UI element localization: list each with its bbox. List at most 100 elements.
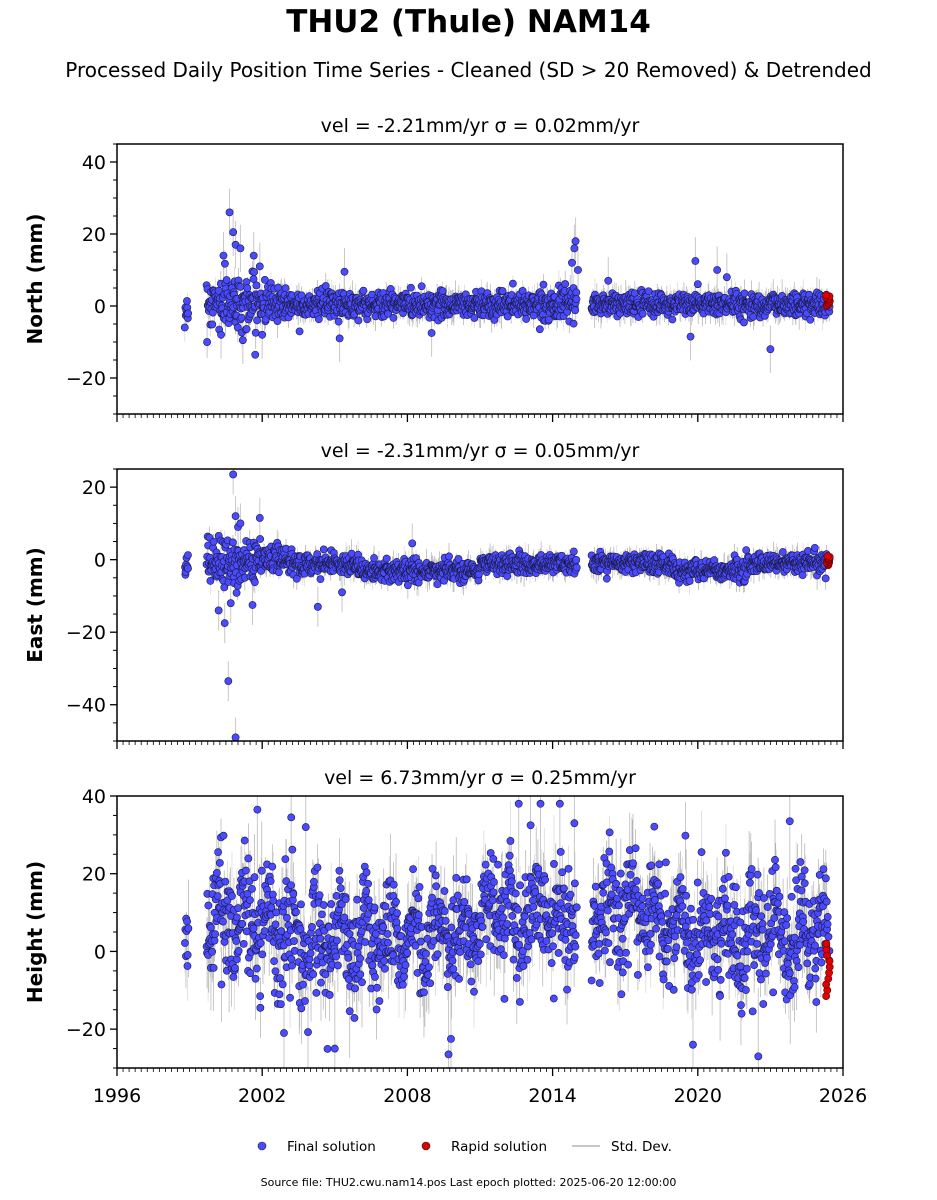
y-tick-label: 40 (82, 152, 106, 174)
data-point (231, 512, 240, 521)
data-point (740, 289, 749, 298)
y-axis-label: Height (mm) (23, 861, 47, 1003)
data-point (229, 228, 238, 237)
data-point (250, 578, 259, 587)
data-point (498, 287, 507, 295)
data-point (644, 287, 653, 296)
data-point (313, 602, 322, 611)
data-point (438, 287, 447, 295)
data-point (407, 283, 415, 292)
data-point (334, 317, 343, 326)
data-point (236, 519, 245, 528)
data-point (251, 350, 260, 359)
data-point (292, 574, 301, 583)
data-point (403, 581, 412, 590)
y-tick-label: −40 (66, 695, 106, 717)
final-solution-series (180, 208, 834, 359)
data-point (433, 580, 442, 589)
data-point (224, 677, 233, 686)
data-point (693, 280, 702, 289)
data-point (242, 325, 251, 333)
data-point (255, 514, 264, 522)
data-point (236, 282, 245, 291)
data-point (778, 548, 787, 556)
data-point (214, 606, 223, 615)
panel-title: vel = 6.73mm/yr σ = 0.25mm/yr (324, 767, 636, 789)
data-point (370, 554, 378, 562)
data-point (572, 563, 581, 572)
y-tick-label: 0 (94, 550, 106, 572)
rapid-point (823, 552, 832, 560)
data-point (229, 538, 237, 547)
data-point (226, 599, 235, 608)
data-point (503, 312, 512, 321)
rapid-solution-series (823, 552, 834, 570)
data-point (742, 546, 751, 555)
data-point (572, 555, 581, 564)
data-point (354, 316, 363, 325)
data-point (602, 574, 611, 583)
data-point (220, 583, 229, 592)
data-point (229, 470, 238, 479)
series-group (181, 796, 834, 1068)
data-point (222, 276, 231, 284)
data-point (389, 313, 398, 322)
data-point (253, 316, 261, 325)
data-point (561, 280, 570, 288)
data-point (203, 338, 211, 346)
data-point (236, 244, 245, 253)
y-tick-label: 0 (94, 296, 106, 318)
data-point (252, 281, 261, 290)
data-point (238, 336, 247, 345)
data-point (382, 554, 391, 563)
data-point (798, 571, 807, 579)
data-point (206, 576, 215, 585)
data-point (274, 568, 283, 577)
data-point (258, 330, 267, 339)
data-point (572, 295, 581, 303)
data-point (522, 315, 531, 323)
data-point (217, 330, 225, 339)
data-point (686, 332, 695, 341)
data-point (417, 282, 426, 291)
y-tick-label: 20 (82, 224, 106, 246)
data-point (214, 286, 223, 295)
data-point (691, 257, 700, 265)
data-point (570, 244, 579, 253)
y-axis-label: East (mm) (23, 547, 47, 663)
data-point (184, 551, 192, 560)
y-axis-label: North (mm) (23, 213, 47, 344)
x-ticks (116, 414, 844, 422)
data-point (251, 328, 260, 337)
data-point (574, 266, 582, 274)
data-point (445, 552, 453, 561)
y-tick-label: −20 (66, 622, 106, 644)
data-point (273, 317, 282, 325)
data-point (740, 318, 748, 327)
rapid-solution-series (822, 291, 834, 310)
data-point (568, 258, 576, 267)
data-point (232, 588, 241, 597)
data-point (256, 535, 265, 543)
data-point (180, 323, 189, 332)
data-point (319, 545, 328, 554)
data-point (571, 237, 580, 246)
data-point (569, 547, 578, 556)
data-point (668, 315, 677, 324)
data-point (184, 309, 192, 318)
data-point (255, 262, 264, 271)
data-point (250, 268, 259, 276)
data-point (219, 251, 228, 260)
panel-north: vel = -2.21mm/yr σ = 0.02mm/yr North (mm)… (23, 115, 844, 422)
data-point (225, 208, 234, 217)
data-point (806, 315, 815, 324)
panel-height: vel = 6.73mm/yr σ = 0.25mm/yr Height (mm)… (23, 767, 867, 1107)
data-point (340, 267, 349, 276)
data-point (638, 309, 647, 318)
data-point (509, 279, 517, 288)
panel-title: vel = -2.21mm/yr σ = 0.02mm/yr (321, 115, 640, 137)
data-point (569, 319, 578, 328)
axes-frame (116, 468, 844, 742)
data-point (572, 288, 581, 297)
